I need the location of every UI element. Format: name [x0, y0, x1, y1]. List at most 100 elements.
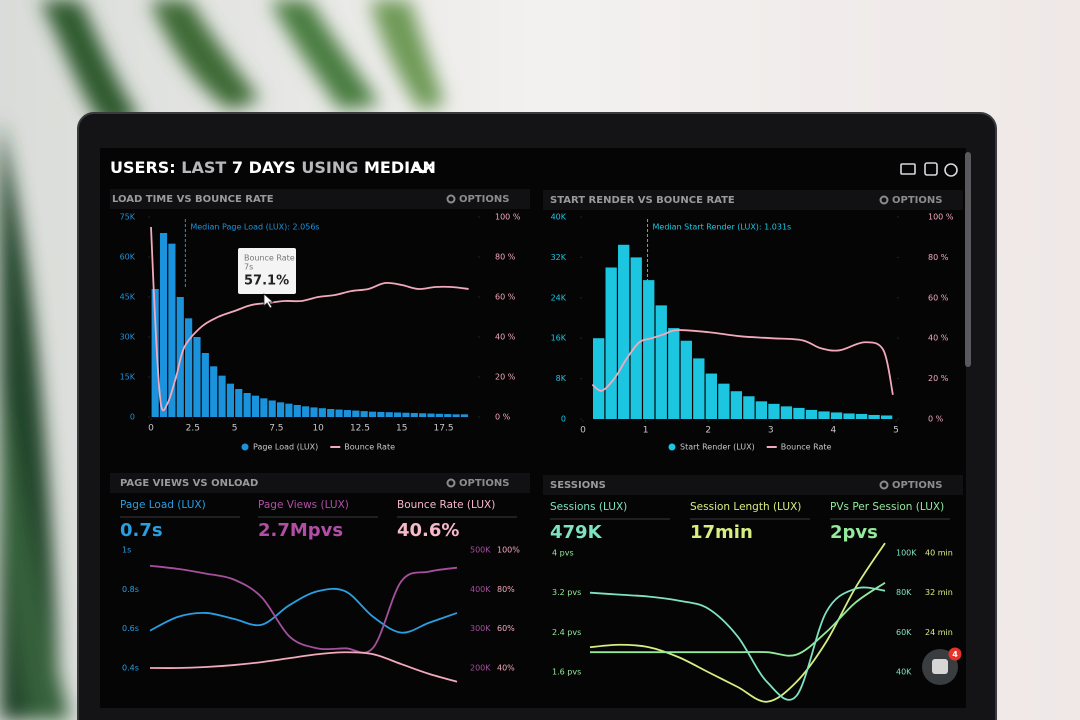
dashboard-title: USERS: LAST 7 DAYS USING MEDIAN [110, 158, 436, 177]
bar [680, 340, 692, 419]
cursor [263, 293, 275, 309]
bar [705, 373, 717, 419]
bar [260, 398, 268, 417]
bar [185, 318, 193, 417]
bar [618, 244, 630, 419]
x-tick-label: 7.5 [269, 424, 283, 434]
y2-tick-label: 60K [896, 628, 912, 637]
x-tick-label: 4 [831, 426, 837, 436]
metric-label: Sessions (LUX) [550, 501, 627, 513]
options-icon [879, 195, 889, 205]
bar [352, 410, 360, 417]
series-line [149, 587, 458, 634]
x-tick-label: 3 [768, 426, 774, 436]
y-tick-label: 0 [130, 413, 135, 422]
bar [243, 393, 251, 417]
title-part[interactable]: MEDIAN [364, 158, 436, 177]
bar [302, 406, 310, 417]
y2-tick-label: 40 % [495, 333, 516, 342]
monitor-icon[interactable] [900, 163, 916, 175]
y2-tick-label: 0 % [928, 415, 944, 424]
y-tick-label: 45K [120, 293, 136, 302]
chat-badge-count: 4 [952, 650, 958, 659]
y2-tick-label: 100K [896, 549, 917, 558]
title-part: 7 DAYS [232, 158, 296, 177]
y-tick-label: 8K [556, 374, 567, 383]
bar [285, 403, 293, 417]
metric-label: Session Length (LUX) [690, 501, 801, 513]
bar [805, 409, 818, 419]
y2-tick-label: 20 % [495, 373, 516, 382]
bar [730, 391, 743, 419]
bar [830, 412, 843, 419]
y2-tick-label: 400K [470, 585, 491, 594]
options-icon [879, 480, 889, 490]
bar [655, 305, 667, 419]
metric-label: Page Load (LUX) [120, 499, 206, 511]
panel-header [110, 473, 530, 493]
chat-icon [932, 659, 948, 674]
tooltip [238, 248, 296, 294]
bar [435, 413, 443, 417]
y2-tick-label: 0 % [495, 413, 511, 422]
x-tick-label: 0 [580, 426, 586, 436]
bounce-line [150, 226, 469, 412]
series-line [149, 651, 458, 683]
tooltip-title: Bounce Rate [244, 254, 295, 263]
bar [668, 328, 680, 419]
bar [843, 413, 855, 419]
y-tick-label: 32K [551, 253, 567, 262]
bar [743, 396, 755, 419]
scrollbar[interactable] [965, 152, 971, 367]
y3-tick-label: 60% [497, 624, 515, 633]
y2-tick-label: 300K [470, 624, 491, 633]
bar [310, 407, 318, 417]
options-button[interactable]: OPTIONS [892, 195, 942, 206]
bar [368, 411, 377, 417]
bar [327, 409, 335, 417]
x-tick-label: 5 [232, 424, 238, 434]
metric-label: Bounce Rate (LUX) [397, 499, 495, 511]
y2-tick-label: 100 % [928, 213, 954, 222]
options-button[interactable]: OPTIONS [459, 478, 509, 489]
bar [235, 389, 243, 417]
legend-label: Page Load (LUX) [253, 443, 318, 452]
share-icon[interactable] [924, 162, 938, 176]
y3-tick-label: 32 min [925, 588, 953, 597]
x-tick-label: 2 [705, 426, 711, 436]
title-part: USERS: [110, 158, 176, 177]
options-button[interactable]: OPTIONS [892, 480, 942, 491]
y2-tick-label: 20 % [928, 374, 949, 383]
bar [410, 413, 418, 417]
panel-header [543, 475, 963, 495]
legend-label: Bounce Rate [781, 443, 832, 452]
x-tick-label: 5 [893, 426, 899, 436]
help-icon[interactable] [944, 163, 958, 177]
options-button[interactable]: OPTIONS [459, 194, 509, 205]
options-icon [446, 194, 456, 204]
bar [818, 411, 830, 419]
bar [592, 338, 605, 419]
bar [276, 402, 285, 417]
bar [868, 414, 880, 419]
title-part: USING [301, 158, 358, 177]
bar [768, 403, 780, 419]
metric-value: 2.7Mpvs [258, 520, 343, 541]
metric-value: 40.6% [397, 520, 459, 541]
dropdown-arrow[interactable] [413, 163, 433, 174]
median-label: Median Page Load (LUX): 2.056s [190, 223, 319, 232]
y2-tick-label: 40K [896, 668, 912, 677]
y2-tick-label: 80K [896, 588, 912, 597]
bar [605, 267, 617, 419]
bar [880, 415, 893, 419]
bar [151, 289, 159, 417]
y3-tick-label: 40 min [925, 549, 953, 558]
panel-title: SESSIONS [550, 480, 606, 491]
x-tick-label: 1 [643, 426, 649, 436]
y-tick-label: 24K [551, 293, 567, 302]
legend-swatch [668, 443, 676, 451]
options-icon [446, 478, 456, 488]
legend-swatch [241, 443, 249, 451]
bar [755, 401, 768, 419]
